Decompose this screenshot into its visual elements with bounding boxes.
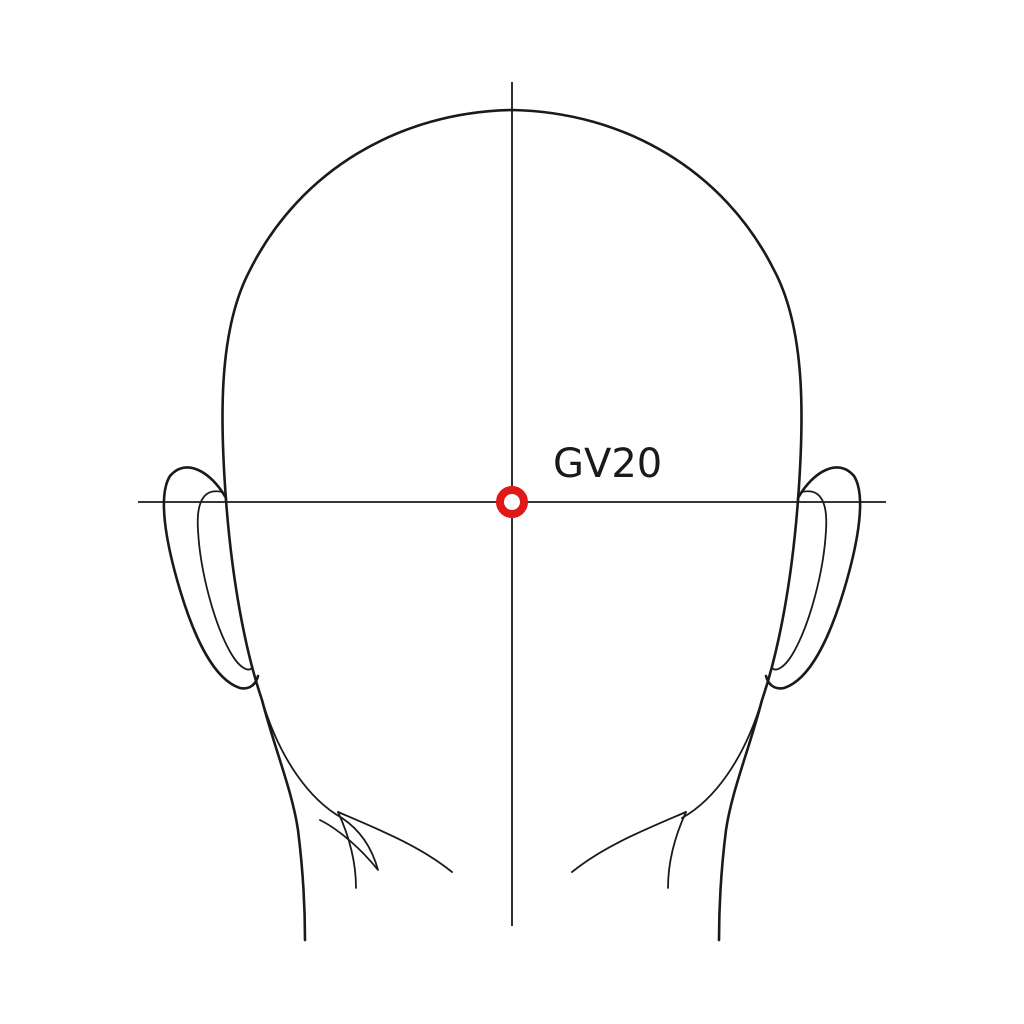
left-ear-inner xyxy=(196,490,253,671)
right-jaw-contour xyxy=(717,498,800,942)
left-neck-line xyxy=(337,811,357,889)
left-jaw-contour xyxy=(224,498,307,942)
right-neck-line xyxy=(667,811,687,889)
left-ear xyxy=(162,466,260,690)
right-neck-muscle xyxy=(571,811,687,873)
right-ear-inner xyxy=(771,490,828,671)
right-neck-crease xyxy=(681,699,763,819)
right-ear xyxy=(764,466,862,690)
gv20-point-marker xyxy=(496,486,528,518)
gv20-label: GV20 xyxy=(553,441,662,487)
left-neck-muscle xyxy=(337,811,453,873)
left-neck-crease xyxy=(261,699,379,871)
